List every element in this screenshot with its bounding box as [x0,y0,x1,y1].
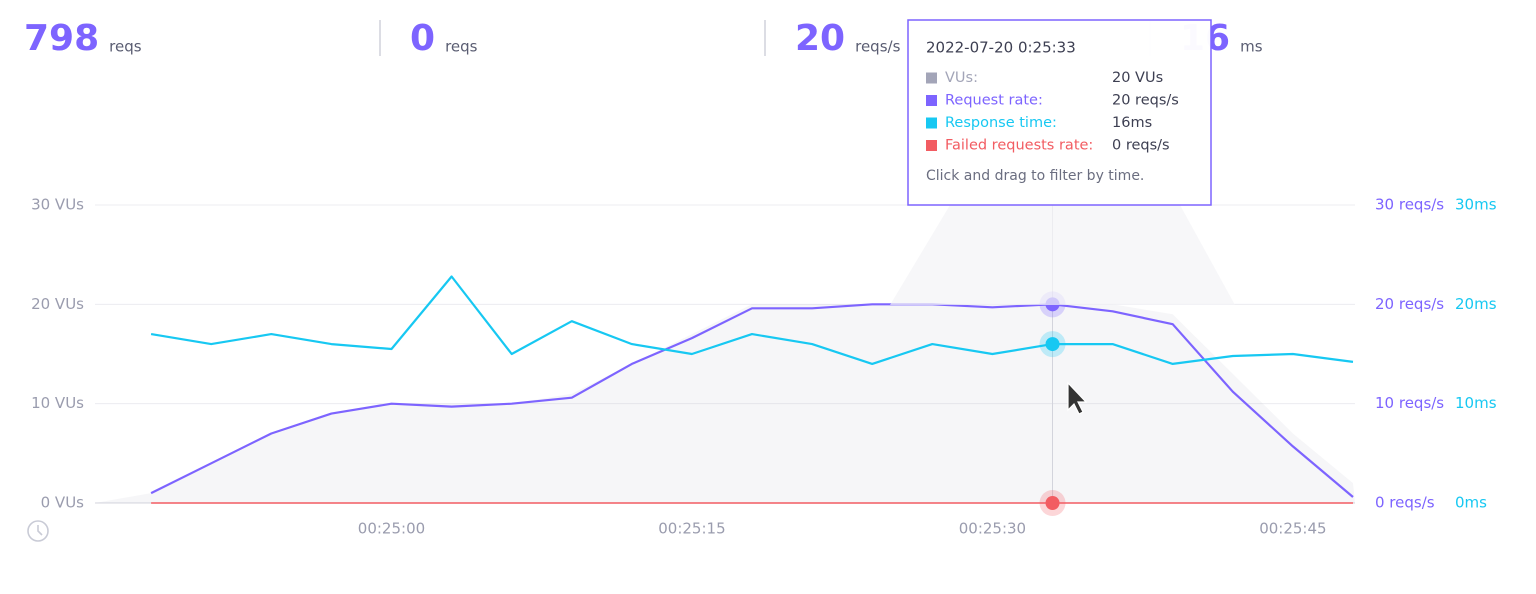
tooltip-value: 20 VUs [1112,70,1163,86]
stat-unit: reqs [109,38,142,56]
stat-unit: reqs [445,38,478,56]
series-line [150,303,1354,498]
clock-icon [27,520,49,542]
tooltip-label: Request rate: [945,93,1043,109]
highlight-point [1045,337,1060,352]
tooltip-value: 16ms [1112,115,1152,131]
y-tick-label: 0 VUs [41,494,85,512]
x-tick-label: 00:25:45 [1259,520,1326,538]
tooltip-hint: Click and drag to filter by time. [926,168,1144,184]
stat-value: 20 [795,18,845,59]
tooltip-swatch [926,95,937,106]
y-tick-label: 10 VUs [31,394,84,412]
tooltip-label: VUs: [945,70,978,86]
tooltip-swatch [926,117,937,129]
x-tick-label: 00:25:00 [358,520,425,538]
x-tick-label: 00:25:30 [959,520,1026,538]
series-line [150,275,1354,365]
tooltip-label: Failed requests rate: [945,138,1093,154]
vus-area [95,304,1355,503]
plot: 0 VUs 10 VUs 20 VUs 30 VUs 0 reqs/s 10 reqs/s… [31,196,1497,538]
y2-tick-label: 10 reqs/s [1375,394,1444,412]
y2-tick-label: 30 reqs/s [1375,196,1444,214]
tooltip: 2022-07-20 0:25:33 VUs: 20 VUs Request rate… [890,19,1235,305]
stat-value: 798 [24,18,99,59]
stat-unit: reqs/s [855,38,900,56]
mouse-cursor [1067,381,1088,415]
tooltip-label: Response time: [945,115,1057,131]
tooltip-value: 0 reqs/s [1112,138,1170,154]
tooltip-time: 2022-07-20 0:25:33 [926,39,1076,57]
y-tick-label: 20 VUs [31,295,84,313]
y3-tick-label: 10ms [1455,394,1497,412]
y-tick-label: 30 VUs [31,196,84,214]
y2-tick-label: 0 reqs/s [1375,494,1435,512]
tooltip-swatch [926,72,937,84]
y2-tick-label: 20 reqs/s [1375,295,1444,313]
y3-tick-label: 0ms [1455,494,1487,512]
stat-unit: ms [1240,38,1263,56]
tooltip-glow [890,205,1235,305]
y3-tick-label: 20ms [1455,295,1497,313]
x-tick-label: 00:25:15 [658,520,725,538]
y3-tick-label: 30ms [1455,196,1497,214]
stat-value: 0 [410,18,435,59]
tooltip-value: 20 reqs/s [1112,93,1179,109]
tooltip-box [907,19,1212,206]
tooltip-swatch [926,140,937,151]
highlight-point [1045,496,1060,510]
